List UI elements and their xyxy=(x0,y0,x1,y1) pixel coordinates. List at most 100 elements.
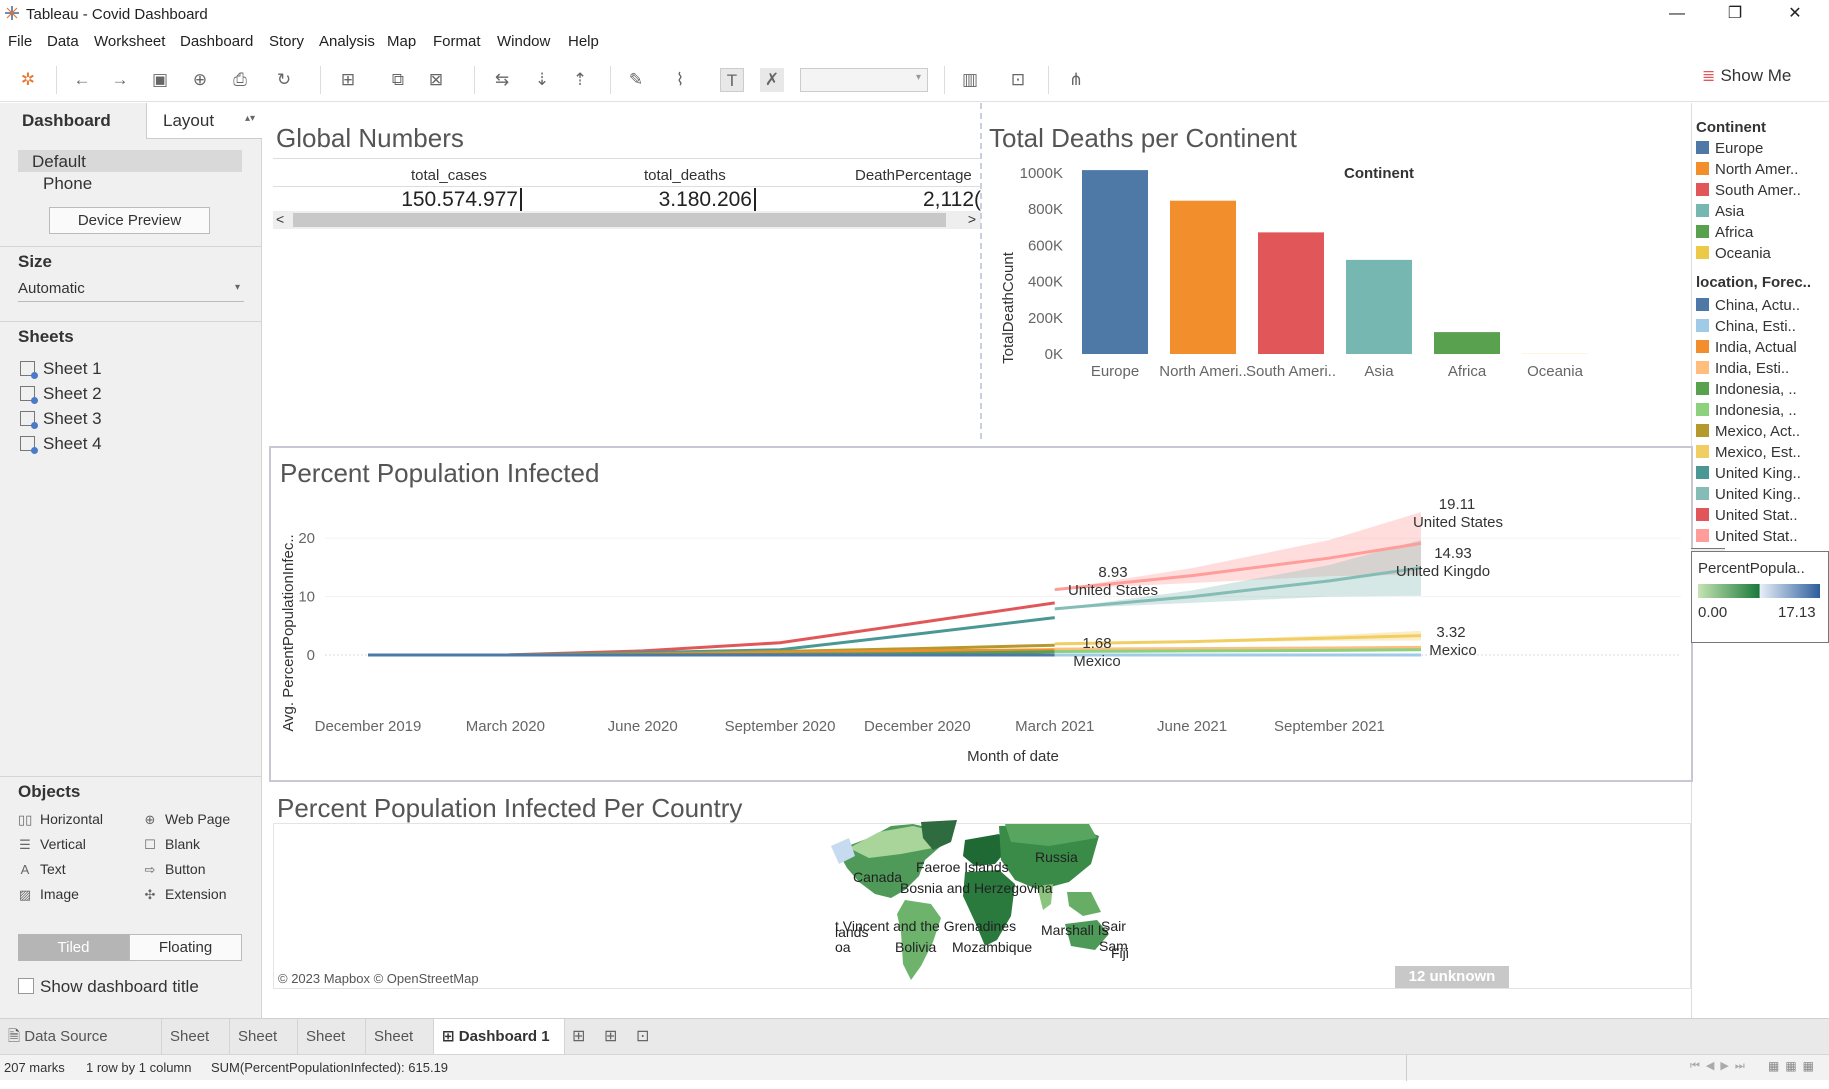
location-legend-item[interactable]: Indonesia, .. xyxy=(1696,381,1797,398)
continent-legend-item[interactable]: South Amer.. xyxy=(1696,182,1801,199)
toolbar: ✲ ← → ▣ ⊕ ⎙ ↻ ⊞ ⧉ ⊠ ⇆ ⇣ ⇡ ✎ ⌇ T ✗ ▾ ▥ ⊡ … xyxy=(0,58,1829,102)
location-legend-item[interactable]: China, Actu.. xyxy=(1696,297,1800,314)
object-image[interactable]: ▨Image xyxy=(18,886,79,903)
tab-data-source[interactable]: 🗎 Data Source xyxy=(0,1019,162,1054)
view-toggle-icons[interactable]: ▦▦▦ xyxy=(1768,1059,1820,1073)
minimize-button[interactable]: — xyxy=(1654,2,1700,26)
group-members-icon[interactable]: ⌇ xyxy=(668,68,692,92)
unknown-indicator[interactable]: 12 unknown xyxy=(1395,966,1509,988)
location-legend-item[interactable]: India, Esti.. xyxy=(1696,360,1789,377)
save-icon[interactable]: ▣ xyxy=(148,68,172,92)
scroll-left-icon[interactable]: < xyxy=(276,211,284,227)
ppi-legend[interactable]: PercentPopula.. 0.00 17.13 xyxy=(1691,551,1829,643)
menu-format[interactable]: Format xyxy=(433,33,481,50)
location-legend-item[interactable]: United King.. xyxy=(1696,465,1801,482)
device-phone[interactable]: Phone xyxy=(43,174,92,194)
continent-legend-item[interactable]: Asia xyxy=(1696,203,1744,220)
duplicate-sheet-icon[interactable]: ⧉ xyxy=(386,68,410,92)
tab-dashboard[interactable]: Dashboard xyxy=(0,103,146,139)
show-title-checkbox[interactable]: Show dashboard title xyxy=(18,977,199,997)
fix-axes-icon[interactable]: ✗ xyxy=(760,68,784,92)
continent-legend-item[interactable]: Europe xyxy=(1696,140,1763,157)
new-datasource-icon[interactable]: ⊕ xyxy=(188,68,212,92)
map-panel[interactable]: Percent Population Infected Per Country … xyxy=(269,785,1693,1018)
location-legend-item[interactable]: Mexico, Act.. xyxy=(1696,423,1800,440)
horizontal-scrollbar[interactable]: < > xyxy=(273,211,981,229)
new-story-icon[interactable]: ⊡ xyxy=(636,1026,649,1046)
menu-help[interactable]: Help xyxy=(568,33,599,50)
new-dashboard-icon[interactable]: ⊞ xyxy=(604,1026,617,1046)
size-dropdown[interactable]: Automatic ▾ xyxy=(18,278,244,302)
legend-swatch xyxy=(1696,162,1709,175)
sheet-item-4[interactable]: Sheet 4 xyxy=(20,434,102,454)
global-numbers-panel[interactable]: Global Numbers total_cases total_deaths … xyxy=(269,103,981,439)
menu-map[interactable]: Map xyxy=(387,33,416,50)
tab-sheet-1[interactable]: Sheet 1 xyxy=(162,1019,230,1054)
new-worksheet-icon[interactable]: ⊞ xyxy=(336,68,360,92)
new-worksheet-icon[interactable]: ⊞ xyxy=(572,1026,585,1046)
continent-legend-item[interactable]: North Amer.. xyxy=(1696,161,1798,178)
sheet-item-2[interactable]: Sheet 2 xyxy=(20,384,102,404)
continent-legend-item[interactable]: Oceania xyxy=(1696,245,1771,262)
show-mark-labels-icon[interactable]: T xyxy=(720,68,744,92)
object-blank[interactable]: ☐Blank xyxy=(143,836,200,853)
device-default[interactable]: Default xyxy=(18,150,242,172)
sort-descending-icon[interactable]: ⇡ xyxy=(568,68,592,92)
tab-sheet-3[interactable]: Sheet 3 xyxy=(298,1019,366,1054)
share-icon[interactable]: ⋔ xyxy=(1064,68,1088,92)
refresh-icon[interactable]: ↻ xyxy=(272,68,296,92)
menu-dashboard[interactable]: Dashboard xyxy=(180,33,253,50)
sheet-nav-icons[interactable]: ⏮◀▶⏭ xyxy=(1690,1059,1751,1073)
location-legend-item[interactable]: Mexico, Est.. xyxy=(1696,444,1801,461)
tiled-toggle[interactable]: Tiled xyxy=(18,934,129,961)
presentation-mode-icon[interactable]: ⊡ xyxy=(1006,68,1030,92)
menu-worksheet[interactable]: Worksheet xyxy=(94,33,165,50)
scrollbar-thumb[interactable] xyxy=(293,213,946,227)
menu-story[interactable]: Story xyxy=(269,33,304,50)
redo-icon[interactable]: → xyxy=(108,68,132,92)
menu-window[interactable]: Window xyxy=(497,33,550,50)
layout-menu-icon[interactable]: ▴▾ xyxy=(245,113,255,124)
menu-data[interactable]: Data xyxy=(47,33,79,50)
continent-legend-item[interactable]: Africa xyxy=(1696,224,1753,241)
world-map[interactable] xyxy=(829,820,1145,985)
menu-file[interactable]: File xyxy=(8,33,32,50)
undo-icon[interactable]: ← xyxy=(70,68,94,92)
object-web-page[interactable]: ⊕Web Page xyxy=(143,811,230,828)
sort-ascending-icon[interactable]: ⇣ xyxy=(530,68,554,92)
infected-panel[interactable]: Percent Population Infected Avg. Percent… xyxy=(269,446,1693,782)
restore-button[interactable]: ❐ xyxy=(1712,2,1758,26)
tab-sheet-4[interactable]: Sheet 4 xyxy=(366,1019,434,1054)
tab-sheet-2[interactable]: Sheet 2 xyxy=(230,1019,298,1054)
clear-sheet-icon[interactable]: ⊠ xyxy=(424,68,448,92)
highlight-icon[interactable]: ✎ xyxy=(624,68,648,92)
tableau-home-icon[interactable]: ✲ xyxy=(16,68,40,92)
legend-label: Mexico, Act.. xyxy=(1715,423,1800,440)
scroll-right-icon[interactable]: > xyxy=(968,211,976,227)
swap-rows-columns-icon[interactable]: ⇆ xyxy=(490,68,514,92)
object-extension[interactable]: ✣Extension xyxy=(143,886,226,903)
location-legend-item[interactable]: United King.. xyxy=(1696,486,1801,503)
location-legend-item[interactable]: United Stat.. xyxy=(1696,528,1798,545)
location-legend-item[interactable]: Indonesia, .. xyxy=(1696,402,1797,419)
location-legend-item[interactable]: United Stat.. xyxy=(1696,507,1798,524)
sheet-item-1[interactable]: Sheet 1 xyxy=(20,359,102,379)
floating-toggle[interactable]: Floating xyxy=(129,934,242,961)
object-horizontal[interactable]: ▯▯Horizontal xyxy=(18,811,103,828)
location-legend-item[interactable]: India, Actual xyxy=(1696,339,1797,356)
menu-analysis[interactable]: Analysis xyxy=(319,33,375,50)
show-me-button[interactable]: ≣ Show Me xyxy=(1702,66,1791,94)
object-vertical[interactable]: ☰Vertical xyxy=(18,836,86,853)
tab-dashboard-1[interactable]: ⊞ Dashboard 1 xyxy=(434,1019,565,1054)
show-cards-icon[interactable]: ▥ xyxy=(958,68,982,92)
object-button[interactable]: ⇨Button xyxy=(143,861,205,878)
device-preview-button[interactable]: Device Preview xyxy=(49,207,210,234)
sheet-item-3[interactable]: Sheet 3 xyxy=(20,409,102,429)
line-chart[interactable]: Avg. PercentPopulationInfec.. Month of d… xyxy=(271,493,1691,781)
close-window-button[interactable]: ✕ xyxy=(1772,2,1818,26)
location-legend-item[interactable]: China, Esti.. xyxy=(1696,318,1796,335)
fit-dropdown[interactable]: ▾ xyxy=(800,68,928,92)
pause-updates-icon[interactable]: ⎙ xyxy=(228,68,252,92)
